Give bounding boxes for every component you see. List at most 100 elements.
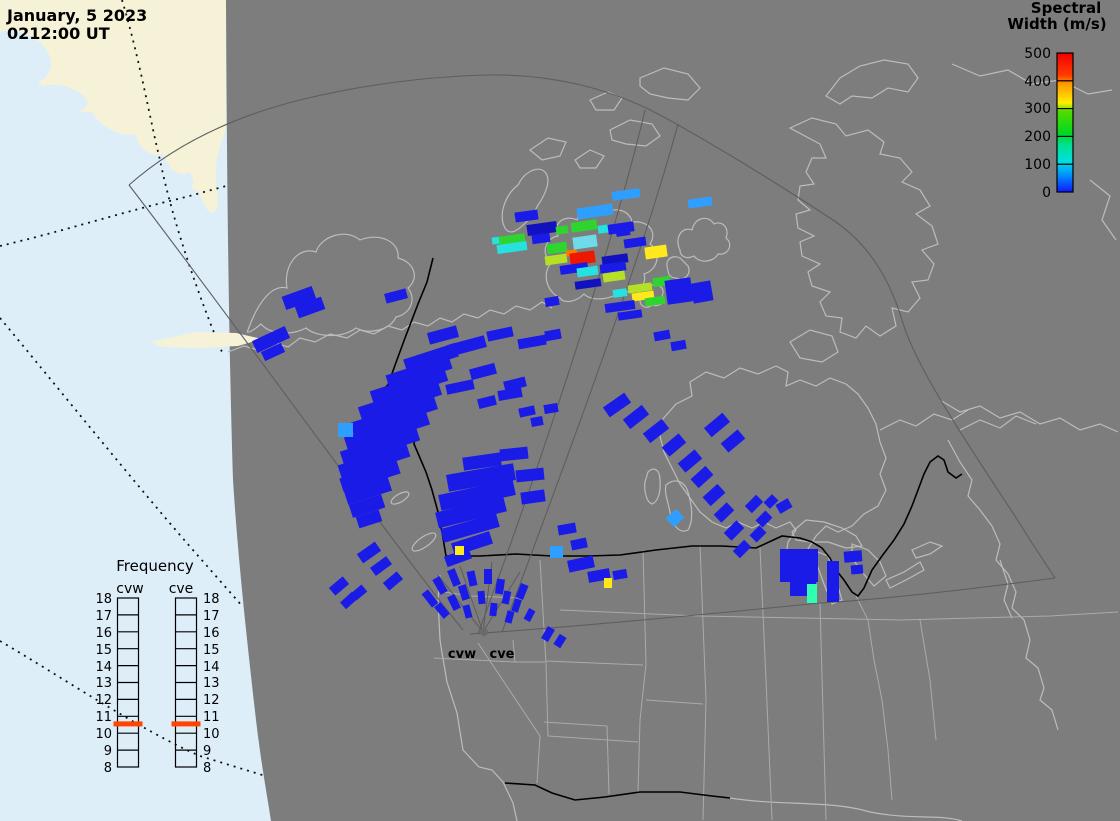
radar-echo-cell [703,412,731,438]
freq-tick: 8 [104,761,112,776]
radar-echo-cell [355,509,383,529]
freq-tick: 9 [203,744,211,759]
radar-echo-cell [338,423,353,437]
radar-echo-cell [357,381,443,421]
radar-echo-cell [348,494,386,518]
radar-echo-cell [713,502,735,523]
radar-echo-cell [530,416,544,427]
radar-echo-cell [438,479,516,511]
radar-echo-cell [434,602,450,619]
radar-echo-cell [260,342,286,362]
radar-echo-cell [515,467,545,483]
frequency-ticks-left: 18 17 16 15 14 13 12 11 10 9 8 [95,592,112,776]
radar-echo-cell [550,546,563,558]
state-borders [433,544,1119,821]
radar-echo-cell [517,334,547,350]
freq-tick: 10 [95,727,112,742]
colorbar-tick: 0 [1042,185,1051,201]
freq-tick: 12 [95,693,112,708]
frequency-panel: Frequency cvw cve 18 17 16 15 14 13 12 1… [95,557,219,776]
radar-echo-cell [523,608,536,622]
radar-echo-cell [612,568,628,581]
radar-echo-cell [350,584,368,601]
frequency-scale-gridlines [117,614,197,751]
radar-echo-cell [572,234,598,250]
radar-echo-cell [489,602,498,617]
graticule-dotted [0,0,271,779]
radar-echo-cell [775,498,793,514]
coastlines [227,59,1119,821]
radar-echo-cell [496,240,528,255]
freq-tick: 14 [203,660,220,675]
radar-echo-cell [486,326,514,342]
frequency-marker-cve [171,721,201,727]
radar-echo-cell [687,196,713,209]
radar-echo-cell [432,576,448,595]
radar-echo-cell [602,392,632,418]
colorbar-tick: 200 [1024,129,1051,145]
radar-site-dot [480,628,488,636]
radar-echo-cell [690,280,714,304]
radar-echo-cell [511,598,522,613]
map-site-label-cvw: cvw [448,647,476,662]
radar-echo-cell [755,510,773,528]
day-water [0,0,271,821]
radar-echo-cell [426,325,460,345]
radar-echo-cell [369,556,393,576]
colorbar-tick: 400 [1024,74,1051,90]
radar-echo-cell [843,550,863,563]
radar-echo-cell [720,429,746,453]
radar-echo-cell [622,404,650,430]
frequency-marker-cvw [113,721,143,727]
radar-echo-cell [670,339,687,352]
radar-echo-cell [369,367,449,405]
colorbar-tick: 100 [1024,157,1051,173]
radar-echo-cell [520,489,546,505]
radar-echo-cell [611,188,641,201]
radar-echo-cell [494,578,506,595]
freq-tick: 9 [104,744,112,759]
radar-echo-cell [251,326,291,353]
day-bay-small [36,84,88,112]
radar-echo-cell [677,449,703,473]
colorbar-legend: Spectral Width (m/s) 500 400 300 200 100… [1007,0,1106,201]
radar-echo-cell [337,443,411,479]
day-bay [0,30,51,86]
radar-echo-cell [384,288,408,304]
timestamp-date: January, 5 2023 [6,6,147,25]
radar-echo-cell [499,446,529,462]
freq-tick: 10 [203,727,220,742]
radar-echo-cell [466,570,478,587]
radar-echo-cell [446,463,516,492]
freq-tick: 15 [95,643,112,658]
colorbar-tick: 300 [1024,101,1051,117]
radar-echo-cell [544,295,560,308]
radar-echo-cell [702,483,726,507]
radar-echo-cell [435,495,507,529]
radar-echo-cell [543,402,559,415]
radar-echo-cell [421,589,439,608]
radar-echo-cell [447,568,461,587]
radar-echo-cell [642,418,670,444]
radar-echo-cell [443,547,473,568]
radar-echo-cell [455,546,464,555]
freq-tick: 18 [203,592,220,607]
radar-echo-cell [763,494,779,509]
radar-echo-cell [576,265,599,278]
radar-echo-cell [484,569,492,584]
radar-echo-cell [514,209,539,223]
map-site-label-cve: cve [490,647,515,662]
radar-echo-cell [457,584,471,601]
radar-echo-cell [541,625,555,643]
radar-echo-cell [477,590,486,605]
radar-echo-cell [690,465,714,489]
radar-echo-cell [653,329,671,342]
radar-echo-cell [281,285,317,311]
freq-tick: 13 [95,676,112,691]
timestamp: January, 5 2023 0212:00 UT [6,6,147,43]
radar-echo-cell [597,224,611,234]
radar-echo-cell [343,411,431,451]
colorbar-title-line2: Width (m/s) [1007,15,1106,33]
radar-echo-cell [567,555,595,573]
radar-echo-cell [515,583,529,600]
